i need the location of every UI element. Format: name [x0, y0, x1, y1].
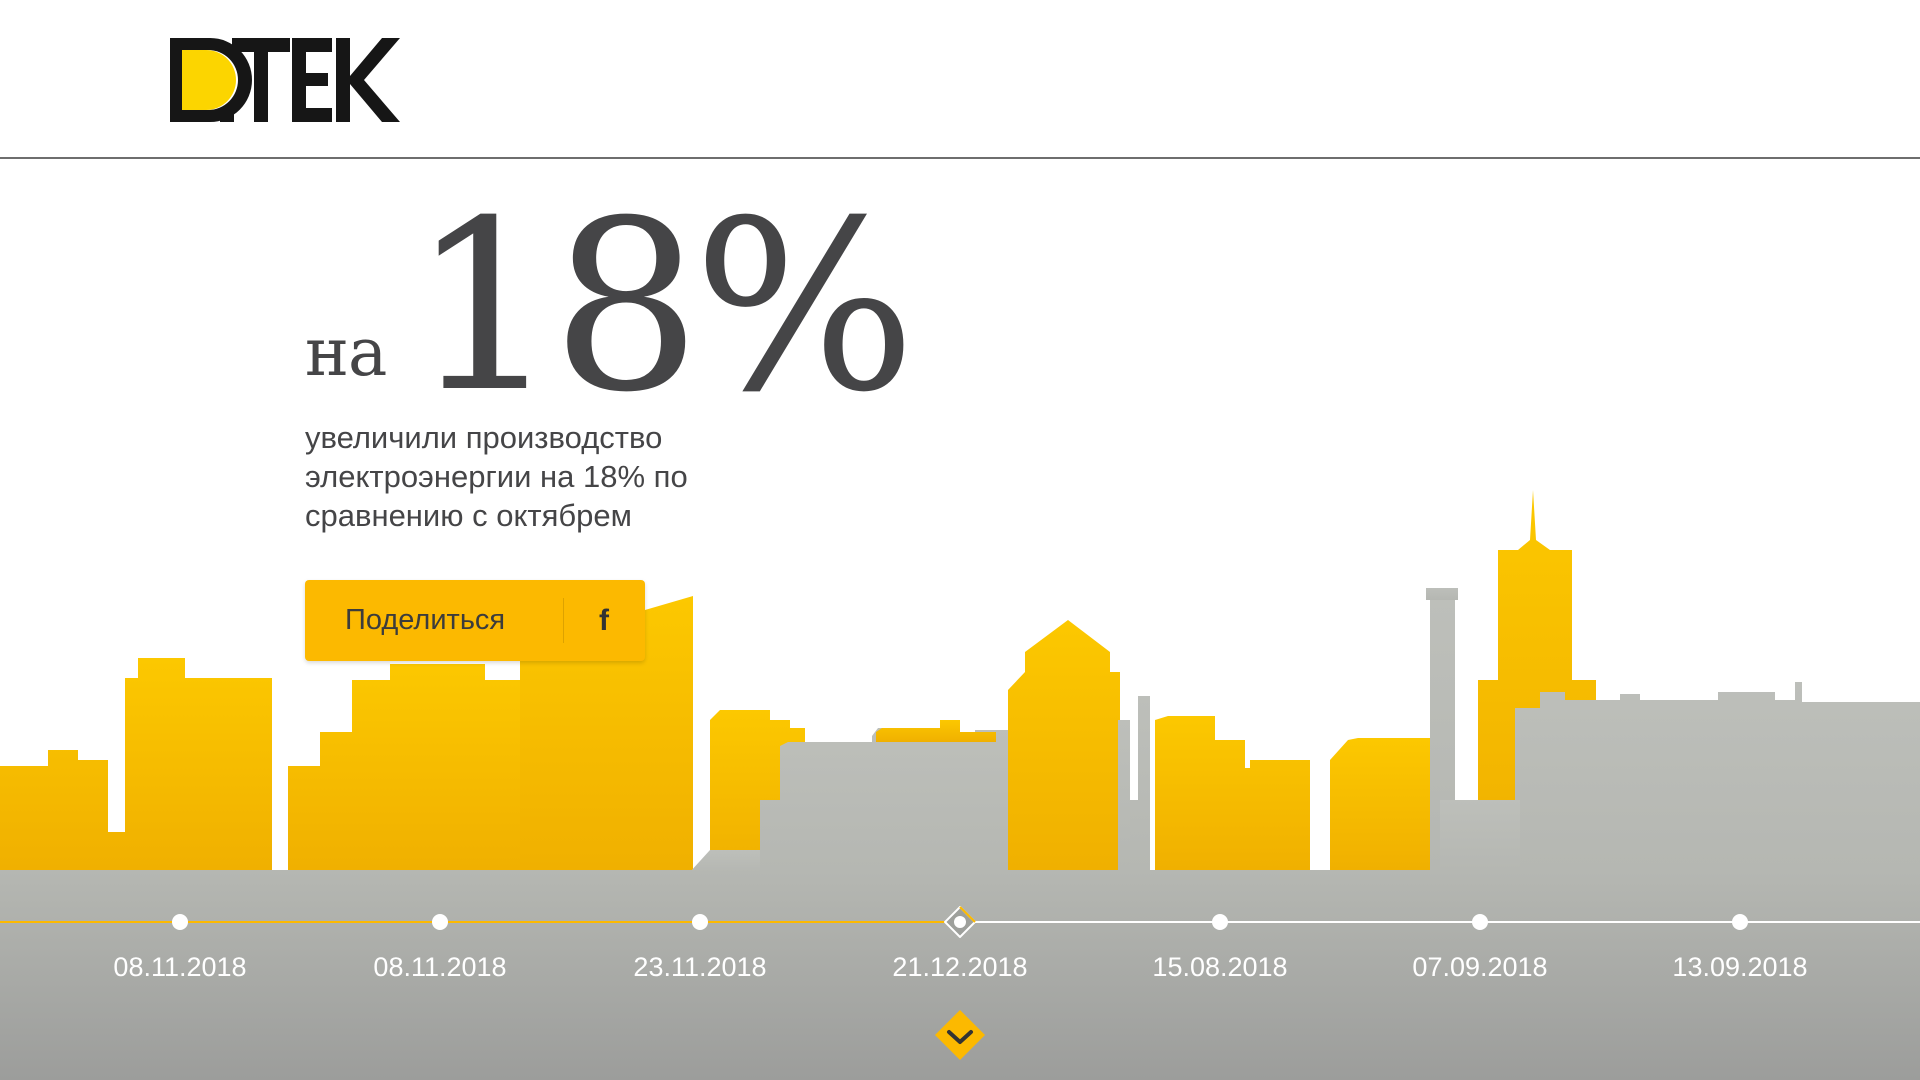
hero-section: на 18% увеличили производство электроэне… [305, 190, 1105, 533]
chevron-down-icon [935, 1010, 985, 1060]
timeline-item[interactable]: 08.11.2018 [80, 872, 280, 982]
city-skyline-illustration [0, 490, 1920, 890]
scroll-down-button[interactable] [933, 1008, 987, 1062]
share-divider [563, 598, 564, 643]
hero-percentage: 18% [410, 171, 916, 444]
timeline-date: 21.12.2018 [892, 952, 1028, 982]
timeline-item[interactable]: 15.08.2018 [1120, 872, 1320, 982]
timeline-item[interactable]: 13.09.2018 [1640, 872, 1840, 982]
active-diamond-marker[interactable] [944, 906, 976, 938]
timeline-item[interactable]: 08.11.2018 [340, 872, 540, 982]
timeline-dot[interactable] [1212, 914, 1228, 930]
timeline-dot[interactable] [1472, 914, 1488, 930]
timeline-date: 08.11.2018 [373, 952, 507, 982]
timeline-dot[interactable] [432, 914, 448, 930]
share-button[interactable]: Поделиться f [305, 580, 645, 661]
timeline-remaining-line [960, 921, 1920, 923]
timeline-date: 15.08.2018 [1152, 952, 1288, 982]
timeline-date: 23.11.2018 [633, 952, 767, 982]
facebook-icon[interactable]: f [599, 604, 609, 637]
share-button-label: Поделиться [345, 604, 506, 636]
hero-description: увеличили производство электроэнергии на… [305, 420, 688, 533]
timeline-date: 07.09.2018 [1412, 952, 1548, 982]
timeline-dot[interactable] [692, 914, 708, 930]
header [0, 0, 1920, 159]
timeline-item[interactable]: 07.09.2018 [1380, 872, 1580, 982]
timeline-progress-line [0, 921, 960, 923]
timeline: 08.11.2018 08.11.2018 23.11.2018 21.12.2… [0, 872, 1920, 1080]
timeline-dot[interactable] [1732, 914, 1748, 930]
timeline-dot[interactable] [172, 914, 188, 930]
timeline-item-active[interactable]: 21.12.2018 [860, 872, 1060, 982]
hero-prefix: на [305, 314, 387, 391]
timeline-date: 13.09.2018 [1672, 952, 1808, 982]
timeline-item[interactable]: 23.11.2018 [600, 872, 800, 982]
timeline-date: 08.11.2018 [113, 952, 247, 982]
hero-headline: на 18% [305, 190, 1105, 425]
dtek-logo[interactable] [170, 38, 400, 122]
